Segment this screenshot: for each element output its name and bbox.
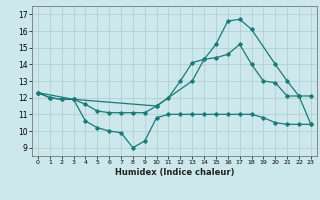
X-axis label: Humidex (Indice chaleur): Humidex (Indice chaleur) (115, 168, 234, 177)
